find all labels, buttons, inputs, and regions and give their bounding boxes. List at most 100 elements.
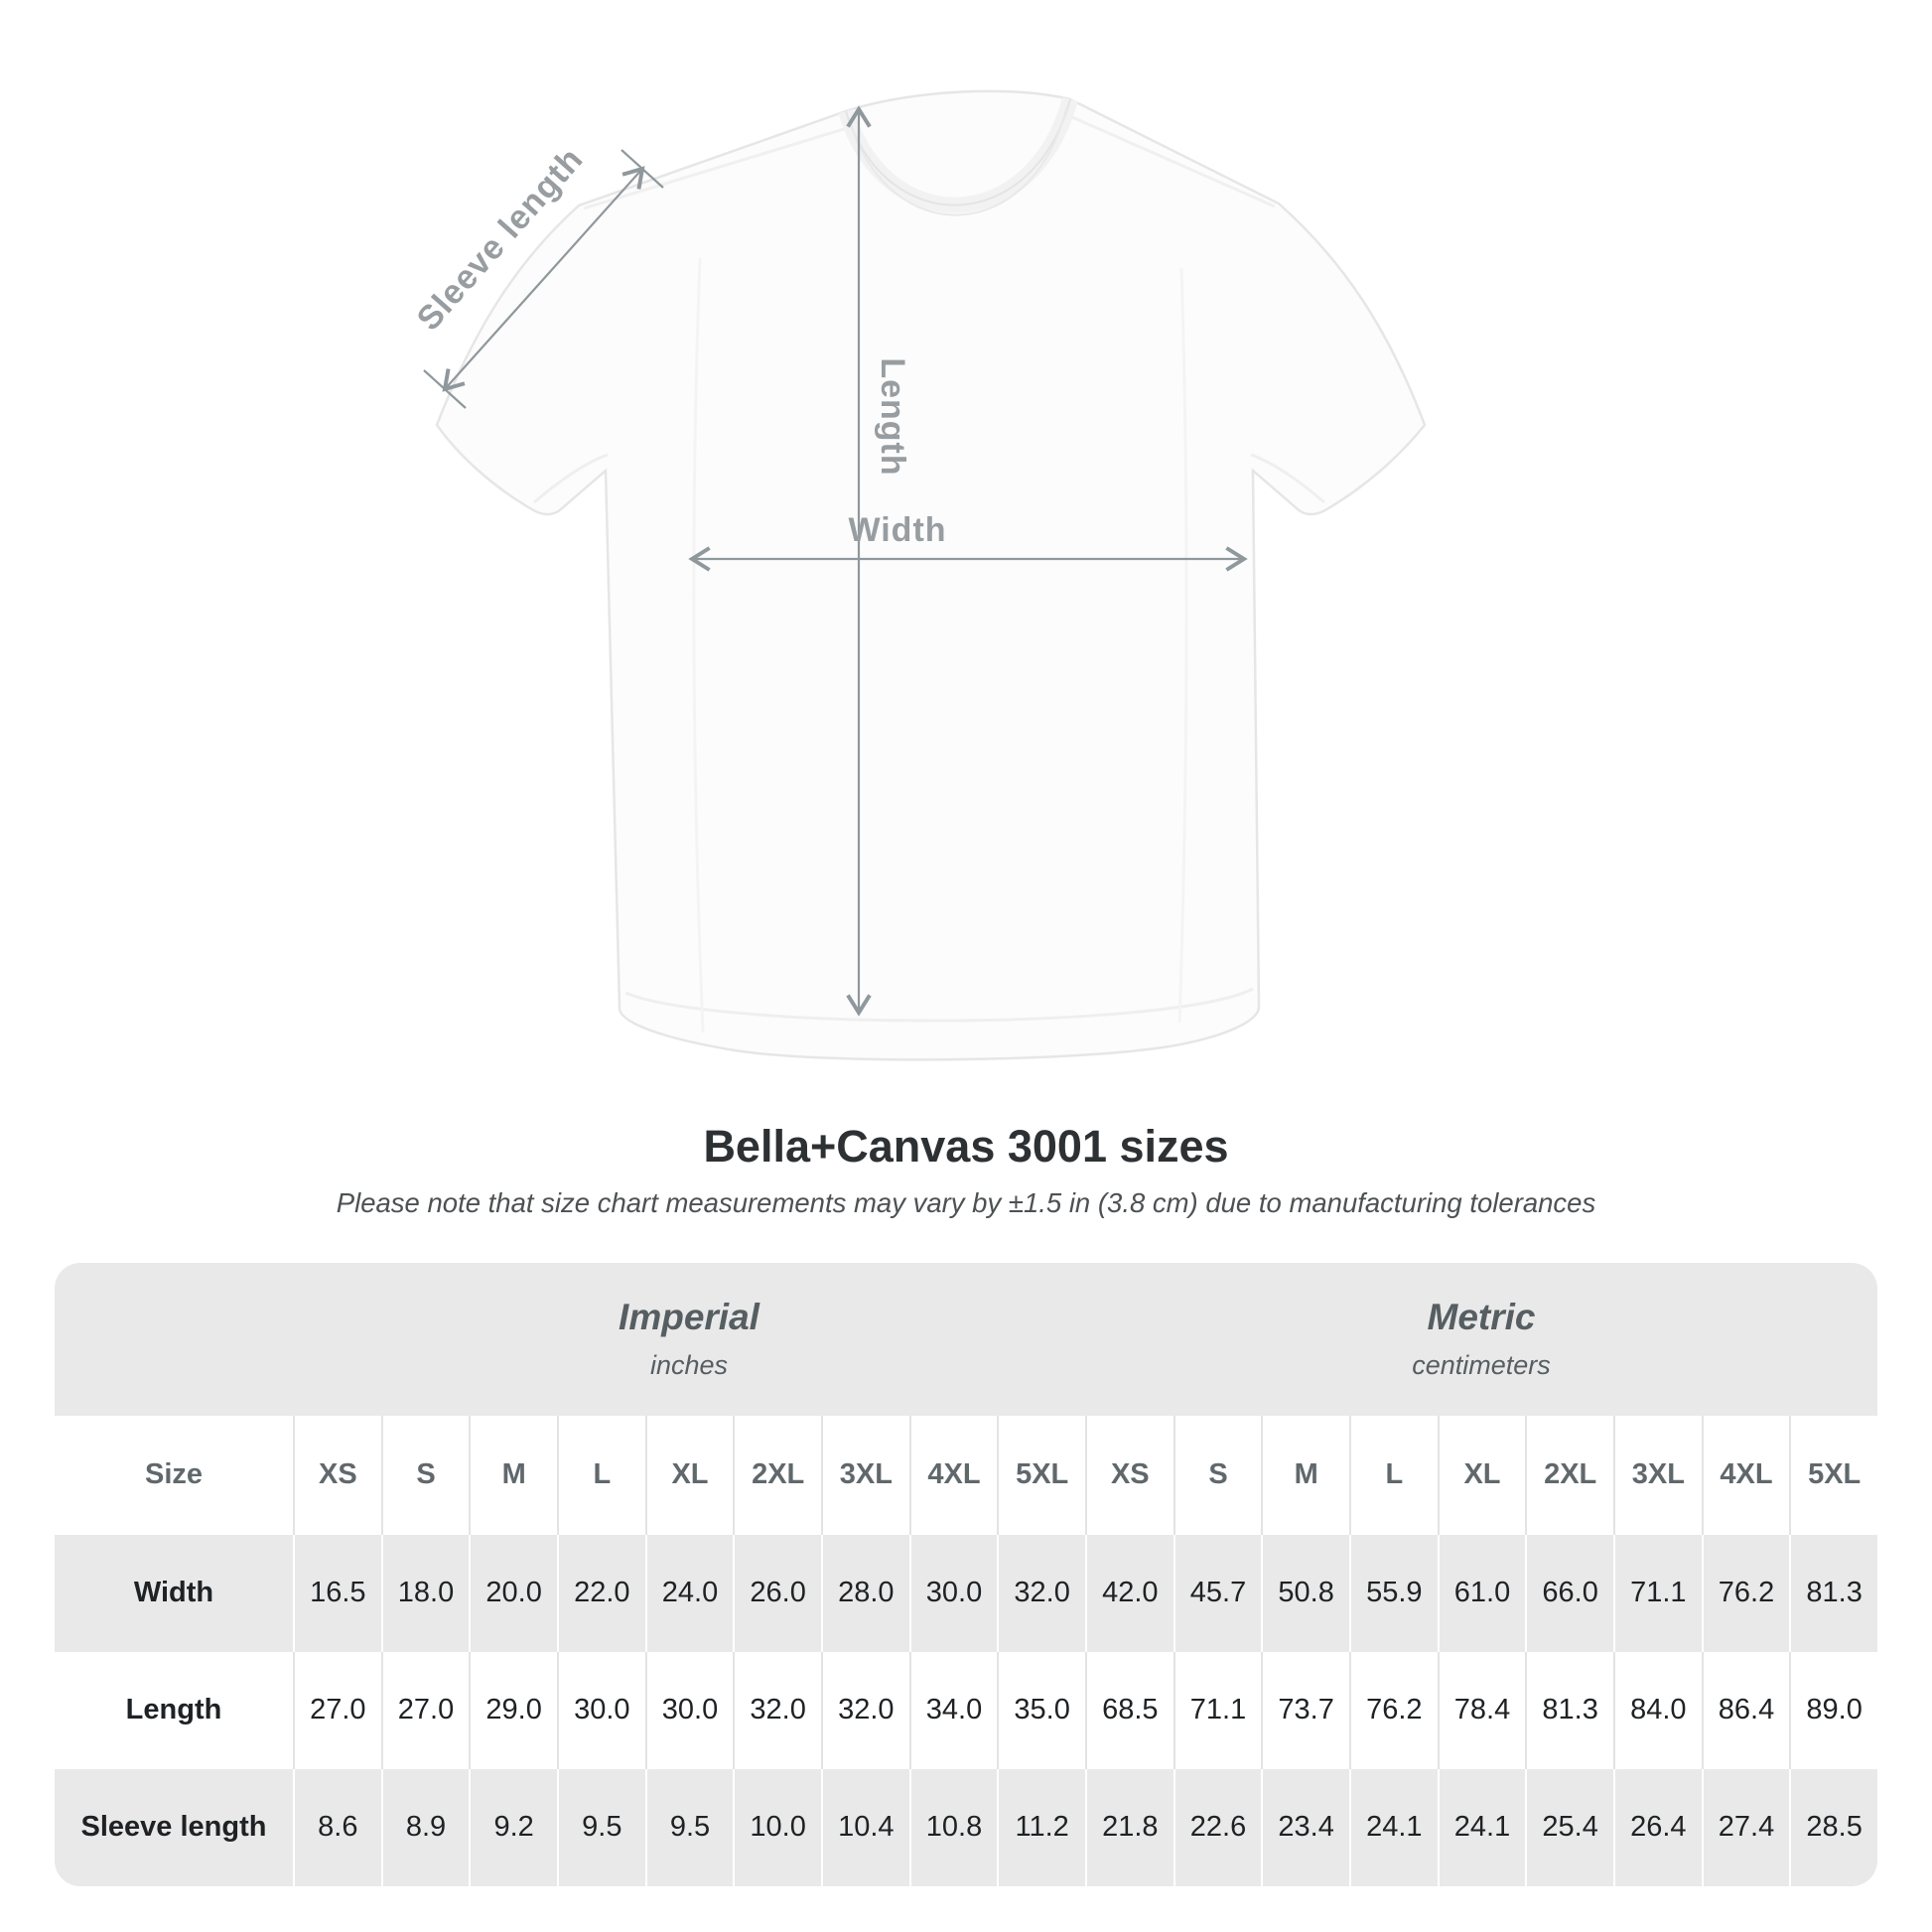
size-header-cell: 4XL xyxy=(1701,1415,1790,1535)
value-cell: 61.0 xyxy=(1437,1534,1526,1652)
value-cell: 55.9 xyxy=(1348,1534,1438,1652)
value-cell: 32.0 xyxy=(997,1534,1085,1652)
value-cell: 18.0 xyxy=(380,1534,470,1652)
value-cell: 29.0 xyxy=(469,1651,557,1769)
size-header-cell: 5XL xyxy=(997,1415,1085,1535)
value-cell: 81.3 xyxy=(1525,1651,1613,1769)
size-header-cell: 5XL xyxy=(1789,1415,1877,1535)
value-cell: 73.7 xyxy=(1261,1651,1349,1769)
size-header-cell: 3XL xyxy=(1612,1415,1702,1535)
size-header-cell: XS xyxy=(1084,1415,1173,1535)
value-cell: 30.0 xyxy=(556,1651,645,1769)
value-cell: 81.3 xyxy=(1789,1534,1877,1652)
right-cuff-seam xyxy=(1250,453,1325,504)
value-cell: 71.1 xyxy=(1173,1651,1262,1769)
value-cell: 32.0 xyxy=(820,1651,909,1769)
imperial-unit: inches xyxy=(649,1350,729,1380)
value-cell: 11.2 xyxy=(997,1768,1085,1886)
sleeve-arrow-tick-bottom xyxy=(423,369,467,409)
value-cell: 35.0 xyxy=(997,1651,1085,1769)
tshirt-measurement-diagram: Width Length Sleeve length xyxy=(410,89,1427,1061)
page-title: Bella+Canvas 3001 sizes xyxy=(703,1121,1229,1172)
measurement-arrows xyxy=(423,105,1248,1017)
value-cell: 50.8 xyxy=(1261,1534,1349,1652)
unit-system-header: Imperial inches Metric centimeters xyxy=(55,1262,1877,1416)
value-cell: 24.1 xyxy=(1437,1768,1526,1886)
table-row: Width 16.5 18.0 20.0 22.0 24.0 26.0 28.0 30.0 32.… xyxy=(55,1534,1877,1652)
size-table-rows: Size XS S M L XL 2XL 3XL 4XL 5XL XS S M L XL 2XL 3XL 4XL 5… xyxy=(55,1415,1877,1886)
row-label: Width xyxy=(133,1577,214,1608)
value-cell: 45.7 xyxy=(1173,1534,1262,1652)
band-spacer xyxy=(55,1263,293,1416)
size-header-cell: XL xyxy=(644,1415,734,1535)
tshirt-body xyxy=(435,89,1427,1061)
value-cell: 24.0 xyxy=(644,1534,734,1652)
size-header-cell: 4XL xyxy=(908,1415,998,1535)
value-cell: 27.0 xyxy=(380,1651,470,1769)
value-cell: 26.4 xyxy=(1612,1768,1702,1886)
size-header-cell: L xyxy=(556,1415,645,1535)
value-cell: 76.2 xyxy=(1701,1534,1790,1652)
value-cell: 16.5 xyxy=(293,1534,381,1652)
size-header-cell: 2XL xyxy=(1525,1415,1613,1535)
sleeve-length-arrow xyxy=(442,166,645,392)
value-cell: 10.4 xyxy=(820,1768,909,1886)
length-label: Length xyxy=(874,357,911,476)
value-cell: 8.9 xyxy=(380,1768,470,1886)
row-label: Length xyxy=(125,1694,222,1725)
value-cell: 76.2 xyxy=(1348,1651,1438,1769)
tshirt-graphic xyxy=(435,89,1427,1061)
width-label: Width xyxy=(848,511,946,549)
value-cell: 10.8 xyxy=(908,1768,998,1886)
hem-seam xyxy=(624,987,1254,1023)
size-header-cell: XS xyxy=(293,1415,381,1535)
size-header-cell: 2XL xyxy=(733,1415,821,1535)
value-cell: 22.0 xyxy=(556,1534,645,1652)
value-cell: 28.5 xyxy=(1789,1768,1877,1886)
fold-line-right xyxy=(1177,267,1188,1024)
value-cell: 10.0 xyxy=(733,1768,821,1886)
size-header-cell: XL xyxy=(1437,1415,1526,1535)
size-table: Imperial inches Metric centimeters Size X… xyxy=(55,1262,1877,1886)
value-cell: 27.4 xyxy=(1701,1768,1790,1886)
metric-name: Metric xyxy=(1427,1297,1536,1337)
table-row: Length 27.0 27.0 29.0 30.0 30.0 32.0 32.0 34.0 35… xyxy=(55,1651,1877,1769)
imperial-name: Imperial xyxy=(619,1297,759,1337)
row-label: Sleeve length xyxy=(80,1811,267,1843)
table-row: Sleeve length 8.6 8.9 9.2 9.5 9.5 10.0 10.4 10.8… xyxy=(55,1768,1877,1886)
value-cell: 8.6 xyxy=(293,1768,381,1886)
value-cell: 24.1 xyxy=(1348,1768,1438,1886)
tolerance-note: Please note that size chart measurements… xyxy=(336,1186,1596,1218)
value-cell: 9.5 xyxy=(556,1768,645,1886)
value-cell: 22.6 xyxy=(1173,1768,1262,1886)
value-cell: 89.0 xyxy=(1789,1651,1877,1769)
fold-line-left xyxy=(692,257,705,1034)
value-cell: 78.4 xyxy=(1437,1651,1526,1769)
imperial-header: Imperial inches xyxy=(293,1263,1085,1416)
value-cell: 42.0 xyxy=(1084,1534,1173,1652)
right-shoulder-seam xyxy=(1071,115,1276,208)
value-cell: 23.4 xyxy=(1261,1768,1349,1886)
size-header-row: Size XS S M L XL 2XL 3XL 4XL 5XL XS S M L XL 2XL 3XL 4XL 5… xyxy=(55,1415,1877,1535)
size-header-cell: M xyxy=(469,1415,557,1535)
value-cell: 66.0 xyxy=(1525,1534,1613,1652)
value-cell: 34.0 xyxy=(908,1651,998,1769)
size-header-cell: S xyxy=(1173,1415,1262,1535)
value-cell: 86.4 xyxy=(1701,1651,1790,1769)
size-header-cell: 3XL xyxy=(820,1415,909,1535)
size-header-cell: L xyxy=(1348,1415,1438,1535)
sleeve-arrow-tick-top xyxy=(621,149,664,189)
size-header-cell: S xyxy=(380,1415,470,1535)
value-cell: 68.5 xyxy=(1084,1651,1173,1769)
size-header-cell: M xyxy=(1261,1415,1349,1535)
metric-header: Metric centimeters xyxy=(1085,1263,1877,1416)
size-column-label: Size xyxy=(144,1458,204,1490)
value-cell: 30.0 xyxy=(908,1534,998,1652)
value-cell: 71.1 xyxy=(1612,1534,1702,1652)
value-cell: 9.2 xyxy=(469,1768,557,1886)
value-cell: 32.0 xyxy=(733,1651,821,1769)
value-cell: 84.0 xyxy=(1612,1651,1702,1769)
value-cell: 20.0 xyxy=(469,1534,557,1652)
metric-unit: centimeters xyxy=(1412,1350,1551,1380)
value-cell: 21.8 xyxy=(1084,1768,1173,1886)
